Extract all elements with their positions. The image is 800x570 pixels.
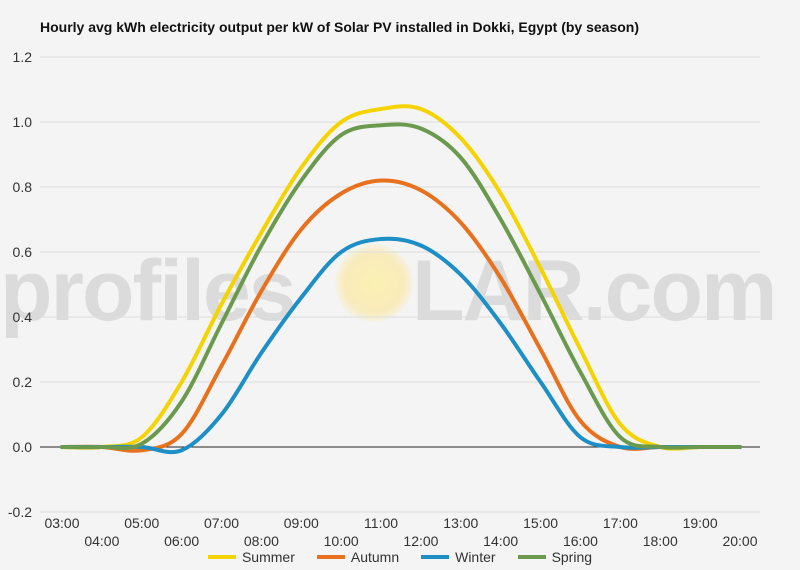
y-tick-label: -0.2 bbox=[8, 504, 32, 520]
x-tick-label: 20:00 bbox=[722, 533, 757, 549]
x-tick-label: 03:00 bbox=[44, 515, 79, 531]
x-tick-label: 07:00 bbox=[204, 515, 239, 531]
x-tick-label: 19:00 bbox=[683, 515, 718, 531]
x-tick-label: 04:00 bbox=[84, 533, 119, 549]
y-axis-ticks: 1.2 1.0 0.8 0.6 0.4 0.2 0.0 -0.2 bbox=[8, 49, 32, 520]
legend-item-summer: Summer bbox=[207, 549, 295, 565]
legend-swatch bbox=[421, 555, 450, 559]
y-tick-label: 0.2 bbox=[13, 374, 33, 390]
legend-swatch bbox=[207, 555, 236, 559]
series-line-spring bbox=[60, 122, 742, 451]
x-tick-label: 08:00 bbox=[244, 533, 279, 549]
x-tick-label: 16:00 bbox=[563, 533, 598, 549]
x-tick-label: 12:00 bbox=[403, 533, 438, 549]
legend-item-spring: Spring bbox=[517, 549, 593, 565]
x-tick-label: 15:00 bbox=[523, 515, 558, 531]
legend-label: Winter bbox=[455, 549, 496, 565]
sun-logo-icon bbox=[335, 244, 413, 322]
y-tick-label: 0.0 bbox=[13, 439, 33, 455]
x-tick-label: 11:00 bbox=[364, 515, 398, 531]
legend-label: Autumn bbox=[350, 549, 400, 565]
series-lines bbox=[60, 104, 742, 455]
legend-item-autumn: Autumn bbox=[316, 549, 400, 565]
x-tick-label: 18:00 bbox=[643, 533, 678, 549]
chart-title: Hourly avg kWh electricity output per kW… bbox=[40, 19, 639, 35]
x-tick-label: 14:00 bbox=[483, 533, 518, 549]
legend-swatch bbox=[316, 555, 345, 559]
legend-item-winter: Winter bbox=[421, 549, 496, 565]
series-line-summer bbox=[60, 104, 742, 451]
y-tick-label: 0.4 bbox=[13, 309, 33, 325]
y-tick-label: 1.0 bbox=[13, 114, 33, 130]
x-tick-label: 17:00 bbox=[603, 515, 638, 531]
y-tick-label: 1.2 bbox=[13, 49, 33, 65]
x-tick-label: 13:00 bbox=[443, 515, 478, 531]
y-tick-label: 0.8 bbox=[13, 179, 33, 195]
y-tick-label: 0.6 bbox=[13, 244, 33, 260]
legend-label: Spring bbox=[551, 549, 593, 565]
x-tick-label: 09:00 bbox=[284, 515, 319, 531]
x-tick-label: 10:00 bbox=[324, 533, 359, 549]
x-tick-label: 06:00 bbox=[164, 533, 199, 549]
series-line-winter bbox=[60, 236, 742, 455]
legend-swatch bbox=[517, 555, 546, 559]
legend-label: Summer bbox=[241, 549, 295, 565]
x-axis-ticks: 03:00 04:00 05:00 06:00 07:00 08:00 09:00 10:00… bbox=[44, 515, 757, 549]
x-tick-label: 05:00 bbox=[124, 515, 159, 531]
chart-legend: Summer Autumn Winter Spring bbox=[0, 549, 800, 565]
